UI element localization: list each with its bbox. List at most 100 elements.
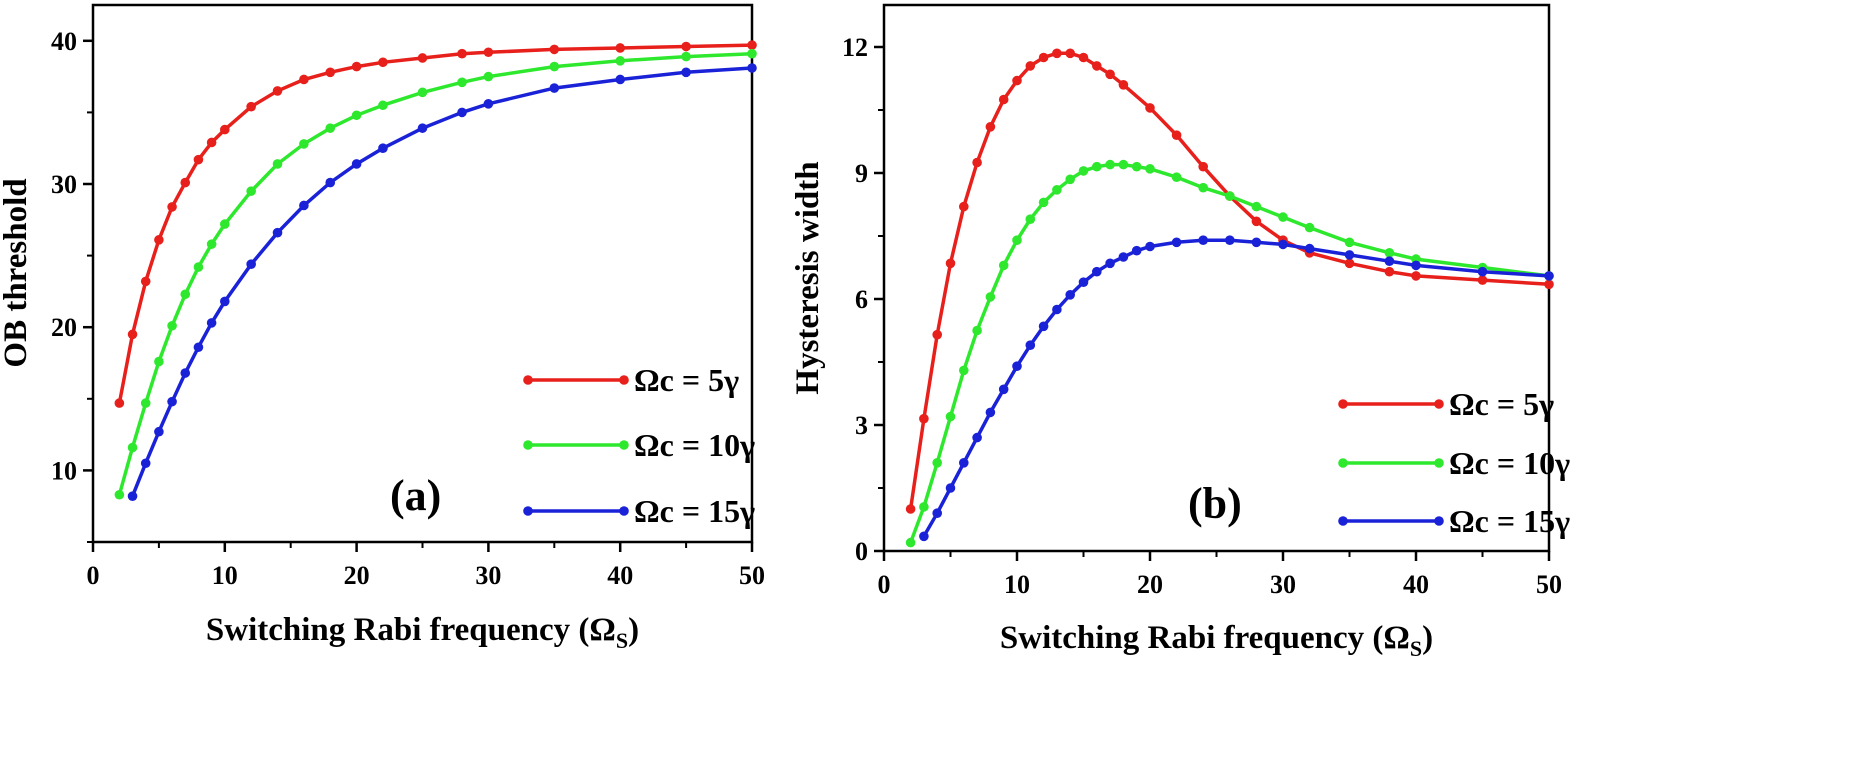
data-point bbox=[1118, 159, 1129, 170]
x-tick-label: 40 bbox=[607, 561, 633, 590]
data-point bbox=[919, 531, 929, 542]
data-point bbox=[1038, 52, 1049, 63]
data-point bbox=[549, 83, 560, 93]
data-point bbox=[1052, 185, 1062, 195]
data-point bbox=[972, 432, 982, 443]
x-tick-label: 50 bbox=[739, 561, 765, 590]
data-point bbox=[1384, 266, 1395, 277]
series-b bbox=[905, 48, 1554, 548]
data-point bbox=[417, 53, 428, 63]
data-point bbox=[378, 57, 388, 68]
data-point bbox=[299, 139, 309, 149]
y-tick-label: 9 bbox=[855, 159, 868, 188]
legend-label: Ωc = 5γ bbox=[1449, 386, 1554, 422]
data-point bbox=[945, 258, 956, 269]
data-point bbox=[457, 48, 467, 59]
x-axis-label-b: Switching Rabi frequency (ΩS) bbox=[1000, 620, 1433, 661]
data-point bbox=[206, 137, 217, 148]
legend-marker bbox=[1434, 458, 1444, 468]
data-point bbox=[1278, 239, 1288, 250]
data-point bbox=[457, 107, 467, 118]
series-a bbox=[114, 40, 757, 501]
legend-marker bbox=[619, 506, 629, 516]
data-point bbox=[747, 40, 757, 50]
axes-b: 0 10 20 30 40 50 0 3 6 9 12 bbox=[842, 33, 1562, 599]
data-point bbox=[1025, 61, 1036, 71]
data-point bbox=[378, 143, 388, 153]
y-tick-label: 0 bbox=[855, 537, 868, 566]
legend-marker bbox=[619, 375, 629, 385]
data-point bbox=[1304, 222, 1315, 233]
legend-marker bbox=[523, 375, 533, 385]
data-point bbox=[998, 94, 1009, 105]
data-point bbox=[299, 200, 309, 211]
data-point bbox=[1078, 277, 1089, 288]
data-point bbox=[549, 44, 560, 55]
data-point bbox=[932, 329, 942, 340]
data-point bbox=[193, 342, 204, 353]
data-point bbox=[1171, 172, 1182, 182]
data-point bbox=[1105, 159, 1115, 170]
data-point bbox=[1251, 237, 1262, 248]
data-point bbox=[1251, 201, 1262, 212]
data-point bbox=[1171, 130, 1182, 140]
data-point bbox=[1078, 52, 1089, 63]
data-point bbox=[1065, 48, 1075, 59]
data-point bbox=[932, 458, 942, 468]
x-axis-label-a: Switching Rabi frequency (ΩS) bbox=[206, 612, 639, 653]
data-point bbox=[1105, 258, 1115, 269]
data-point bbox=[114, 489, 125, 500]
x-tick-label: 50 bbox=[1536, 570, 1562, 599]
legend-marker bbox=[1434, 399, 1444, 409]
data-point bbox=[919, 413, 929, 424]
data-point bbox=[959, 365, 969, 376]
data-point bbox=[747, 63, 757, 73]
data-point bbox=[549, 61, 560, 72]
data-point bbox=[985, 407, 996, 418]
data-point bbox=[193, 154, 204, 165]
data-point bbox=[1078, 166, 1089, 176]
legend-label: Ωc = 15γ bbox=[1449, 503, 1570, 539]
data-point bbox=[1012, 361, 1022, 372]
data-point bbox=[193, 262, 204, 272]
data-point bbox=[1131, 161, 1142, 172]
data-point bbox=[325, 177, 336, 188]
data-point bbox=[1145, 241, 1155, 252]
x-tick-label: 30 bbox=[475, 561, 501, 590]
data-point bbox=[1145, 103, 1155, 113]
data-point bbox=[998, 260, 1009, 271]
data-point bbox=[206, 318, 217, 328]
data-point bbox=[220, 124, 230, 135]
data-point bbox=[154, 356, 164, 367]
data-point bbox=[681, 41, 691, 52]
data-point bbox=[1065, 290, 1075, 300]
data-point bbox=[1131, 245, 1142, 256]
x-tick-label: 40 bbox=[1403, 570, 1429, 599]
data-point bbox=[1344, 237, 1355, 248]
data-point bbox=[1025, 340, 1036, 351]
data-point bbox=[140, 398, 151, 408]
legend-marker bbox=[619, 440, 629, 450]
x-tick-label: 0 bbox=[87, 561, 100, 590]
data-point bbox=[325, 67, 336, 78]
data-point bbox=[747, 48, 757, 59]
data-point bbox=[972, 157, 982, 168]
data-point bbox=[127, 329, 138, 340]
legend-marker bbox=[1338, 399, 1348, 409]
panel-label-a: (a) bbox=[390, 471, 441, 520]
data-point bbox=[1384, 256, 1395, 267]
data-point bbox=[272, 159, 283, 169]
data-point bbox=[1118, 252, 1129, 262]
data-point bbox=[1344, 258, 1355, 269]
data-point bbox=[483, 47, 494, 58]
x-tick-label: 20 bbox=[1137, 570, 1163, 599]
data-point bbox=[167, 320, 177, 331]
data-point bbox=[1344, 250, 1355, 260]
data-point bbox=[959, 458, 969, 468]
legend-label: Ωc = 10γ bbox=[634, 427, 755, 463]
y-tick-label: 30 bbox=[51, 170, 77, 199]
data-point bbox=[417, 123, 428, 133]
data-point bbox=[1198, 161, 1208, 172]
panel-label-b: (b) bbox=[1188, 479, 1242, 528]
